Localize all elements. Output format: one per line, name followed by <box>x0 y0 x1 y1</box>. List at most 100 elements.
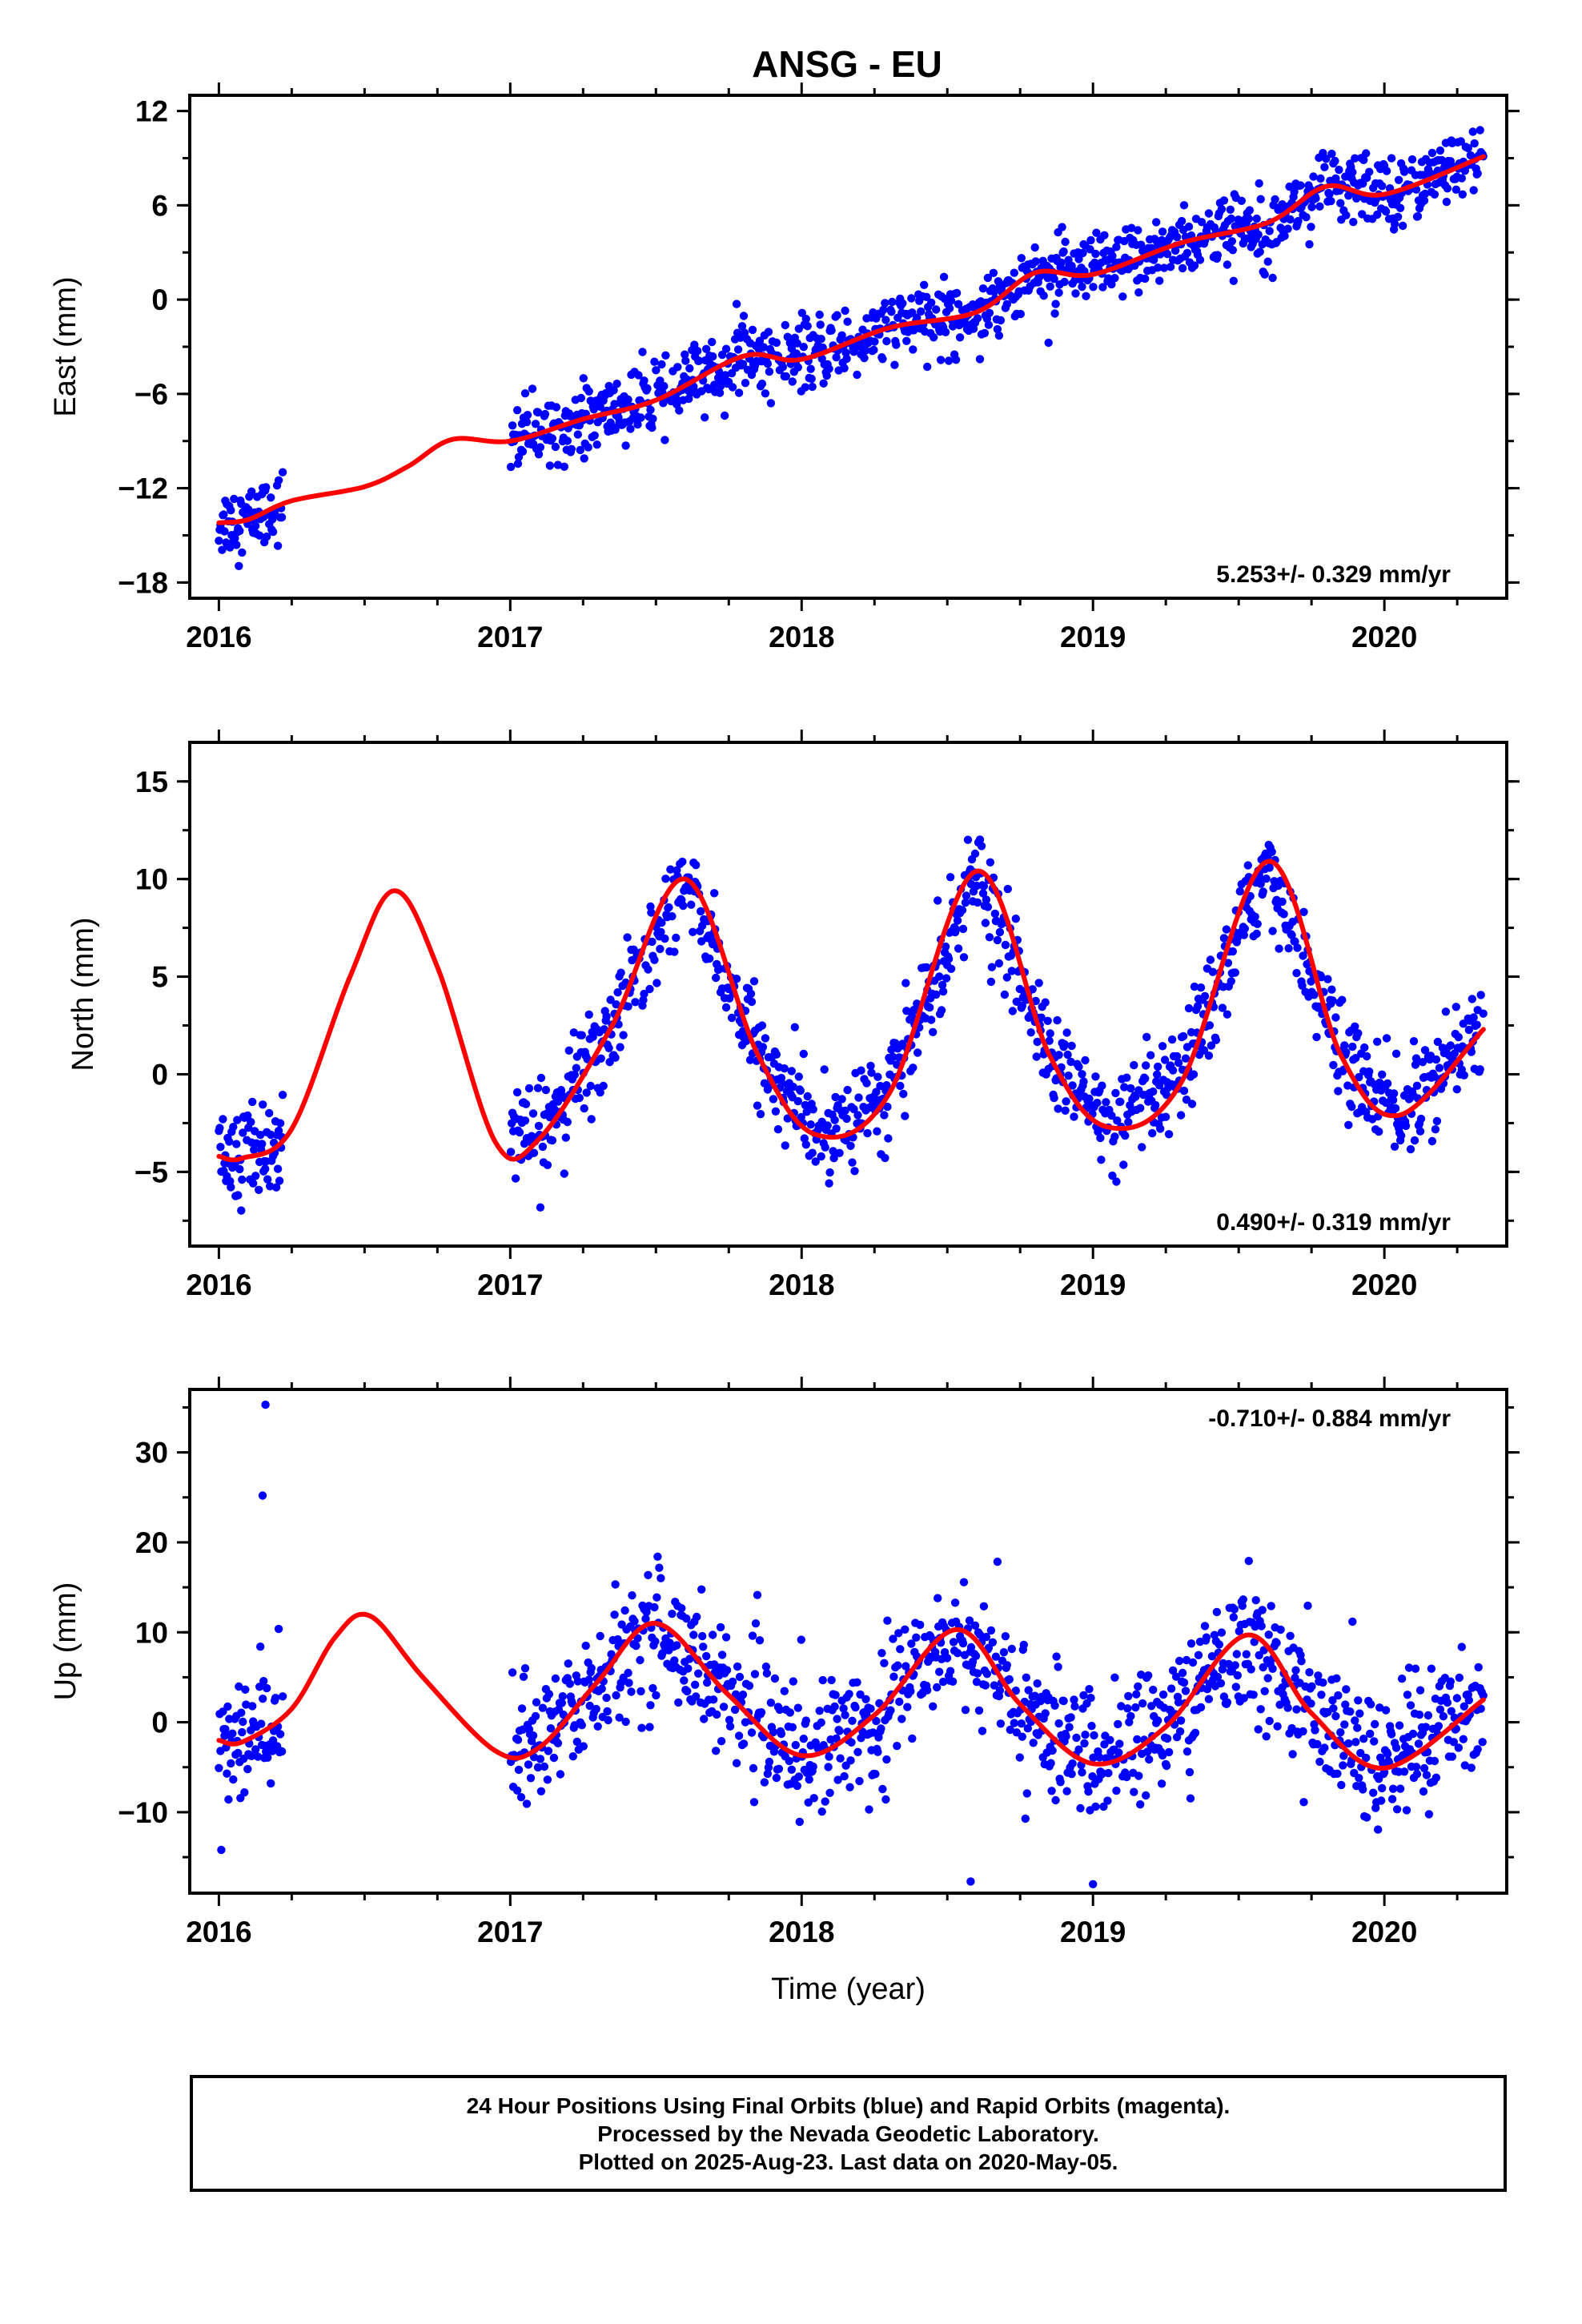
data-point <box>576 445 584 455</box>
data-point <box>1363 1813 1371 1822</box>
data-point <box>1431 1055 1441 1064</box>
data-point <box>954 944 963 953</box>
rate-label: 5.253+/- 0.329 mm/yr <box>1216 561 1451 588</box>
data-point <box>518 447 528 456</box>
data-point <box>1226 205 1235 214</box>
data-point <box>728 1677 737 1687</box>
data-point <box>648 423 656 432</box>
data-point <box>825 1168 834 1177</box>
data-point <box>217 1845 226 1855</box>
data-point <box>1079 1077 1088 1086</box>
data-point <box>721 344 731 353</box>
data-point <box>1391 1104 1400 1113</box>
data-point <box>765 1757 774 1767</box>
outlier-point <box>1089 1880 1098 1888</box>
data-point <box>1278 200 1287 209</box>
data-point <box>1406 1701 1415 1710</box>
data-point <box>913 1048 922 1057</box>
data-point <box>1162 1734 1172 1743</box>
data-point <box>1085 1094 1094 1104</box>
data-point <box>1449 1738 1459 1747</box>
data-point <box>973 898 982 907</box>
data-point <box>257 1719 266 1728</box>
data-point <box>1179 201 1189 210</box>
data-point <box>512 1786 522 1795</box>
data-point <box>506 1148 516 1156</box>
data-point <box>1319 1678 1327 1687</box>
model-curve <box>216 858 1486 1163</box>
data-point <box>240 1788 249 1797</box>
data-point <box>1154 1062 1162 1072</box>
data-point <box>1116 1097 1125 1107</box>
data-point <box>661 436 669 444</box>
data-point <box>1074 1745 1083 1754</box>
data-point <box>823 1121 832 1130</box>
data-point <box>1048 1746 1057 1755</box>
data-point <box>1469 186 1478 195</box>
data-point <box>971 1651 981 1660</box>
data-point <box>519 1672 528 1681</box>
data-point <box>978 1727 987 1735</box>
data-point <box>933 1683 942 1692</box>
data-point <box>529 1148 539 1157</box>
data-point <box>830 1116 839 1124</box>
data-point <box>759 343 769 352</box>
data-point <box>982 1632 991 1642</box>
data-point <box>946 296 956 305</box>
data-point <box>568 1752 577 1761</box>
data-point <box>1392 1805 1402 1814</box>
data-point <box>1029 1739 1038 1747</box>
data-point <box>818 1675 827 1685</box>
y-tick-label: −12 <box>118 472 168 505</box>
data-point <box>534 1121 544 1131</box>
data-point <box>620 1606 629 1615</box>
data-point <box>1354 1696 1363 1705</box>
data-point <box>1340 1720 1349 1729</box>
data-point <box>866 1704 875 1713</box>
data-point <box>832 1734 841 1743</box>
data-point <box>1292 1705 1301 1714</box>
data-point <box>1378 1070 1387 1080</box>
data-point <box>637 1723 646 1732</box>
data-point <box>597 1684 606 1693</box>
data-point <box>1143 1747 1152 1756</box>
data-point <box>1151 1100 1160 1110</box>
data-point <box>1292 968 1301 978</box>
data-point <box>1299 1727 1307 1736</box>
data-point <box>1267 1602 1275 1610</box>
data-point <box>1172 232 1182 242</box>
data-point <box>1095 1753 1104 1762</box>
data-point <box>1223 1010 1232 1019</box>
data-point <box>673 1641 681 1650</box>
data-point <box>528 1109 538 1118</box>
data-point <box>1217 1628 1227 1637</box>
data-point <box>793 1781 801 1791</box>
data-point <box>1262 875 1271 883</box>
data-point <box>1315 202 1324 211</box>
data-point <box>941 942 950 951</box>
data-point <box>721 1633 731 1642</box>
data-point <box>599 1081 608 1091</box>
data-point <box>757 380 767 388</box>
data-point <box>277 1747 287 1756</box>
data-point <box>845 1690 853 1699</box>
data-point <box>1146 1051 1155 1059</box>
data-point <box>640 376 648 385</box>
data-point <box>658 1649 667 1658</box>
figure-title: ANSG - EU <box>752 43 942 85</box>
data-point <box>1430 1756 1439 1766</box>
data-point <box>224 1795 233 1804</box>
data-point <box>511 1174 520 1183</box>
data-point <box>1323 975 1332 983</box>
data-point <box>1406 1144 1415 1154</box>
y-tick-label: 0 <box>151 283 168 316</box>
data-point <box>1456 137 1466 146</box>
data-point <box>506 462 516 472</box>
data-point <box>1174 1059 1183 1068</box>
data-point <box>1430 1072 1439 1081</box>
data-point <box>869 1728 877 1737</box>
data-point <box>229 1775 238 1784</box>
data-point <box>1251 1596 1260 1605</box>
data-point <box>763 360 773 368</box>
